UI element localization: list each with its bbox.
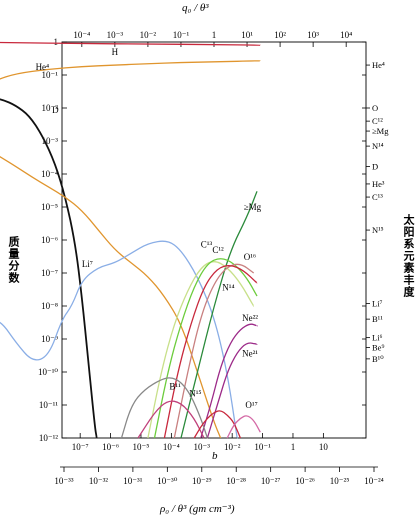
series-label: Li⁷ [82, 259, 93, 269]
series-line [0, 156, 222, 439]
y-tick-label: 10⁻⁶ [41, 235, 58, 245]
series-label: B¹¹ [169, 381, 181, 391]
bottom-tick-label-upper: 10⁻⁵ [133, 442, 150, 452]
series-label: C¹² [212, 245, 224, 255]
series-line [173, 263, 255, 439]
abundance-label: C¹² [372, 116, 383, 126]
series-label: ≥Mg [244, 202, 262, 212]
series-line [180, 191, 258, 439]
series-line [0, 41, 261, 46]
top-tick-label: 10⁻² [140, 30, 157, 40]
bottom-tick-label-upper: 10⁻⁶ [102, 442, 119, 452]
y-tick-label: 1 [54, 37, 59, 47]
y-tick-label: 10⁻⁷ [41, 268, 58, 278]
rho-tick-label: 10⁻²⁵ [330, 476, 350, 486]
series-label: Ne²² [242, 313, 258, 323]
abundance-label: He⁴ [372, 60, 385, 70]
series-label: C¹³ [201, 239, 213, 249]
rho-tick-label: 10⁻³³ [54, 476, 73, 486]
abundance-label: O [372, 103, 378, 113]
bottom-tick-label-upper: 10⁻⁷ [72, 442, 89, 452]
top-tick-label: 10¹ [241, 30, 253, 40]
abundance-label: B¹⁰ [372, 354, 384, 364]
abundance-label: D [372, 161, 378, 171]
series-label: H [112, 47, 119, 57]
x-axis-label-top: q₀ / θ³ [182, 2, 209, 14]
rho-tick-label: 10⁻³¹ [123, 476, 142, 486]
top-tick-label: 10⁻⁴ [73, 30, 90, 40]
rho-tick-label: 10⁻²⁹ [192, 476, 212, 486]
abundance-label: B¹¹ [372, 314, 383, 324]
y-axis-label-right: 太阳系元素丰度 [402, 214, 415, 298]
series-line [226, 415, 261, 439]
rho-tick-label: 10⁻²⁷ [261, 476, 281, 486]
series-line [0, 240, 238, 439]
top-tick-label: 1 [212, 30, 217, 40]
abundance-label: N¹⁵ [372, 225, 384, 235]
bottom-tick-label-upper: 10 [319, 442, 329, 452]
abundance-label: ≥Mg [372, 126, 389, 136]
series-line [193, 410, 242, 439]
y-tick-label: 10⁻¹² [39, 433, 58, 443]
y-tick-label: 10⁻⁸ [41, 301, 58, 311]
rho-tick-label: 10⁻²⁴ [364, 476, 384, 486]
series-label: D [52, 105, 59, 115]
bottom-tick-label-upper: 10⁻⁴ [163, 442, 180, 452]
series-line [137, 400, 205, 439]
series-line [206, 342, 258, 439]
y-tick-label: 10⁻² [42, 103, 59, 113]
x-axis-label-bottom: ρ₀ / θ³ (gm cm⁻³) [160, 503, 235, 515]
plot-frame [61, 41, 367, 439]
abundance-label: C¹³ [372, 192, 383, 202]
series-line [163, 265, 258, 439]
bottom-tick-label-upper: 10⁻³ [194, 442, 211, 452]
series-label: Ne²¹ [242, 348, 258, 358]
top-tick-label: 10⁴ [340, 30, 352, 40]
series-line [0, 98, 98, 439]
abundance-label: N¹⁴ [372, 141, 384, 151]
series-line [147, 261, 255, 439]
series-label: N¹⁴ [222, 282, 234, 292]
y-tick-label: 10⁻⁴ [41, 169, 58, 179]
series-label: O¹⁶ [244, 252, 256, 262]
rho-tick-label: 10⁻²⁶ [295, 476, 315, 486]
rho-tick-label: 10⁻³⁰ [157, 476, 177, 486]
bottom-tick-label-upper: 1 [291, 442, 296, 452]
y-tick-label: 10⁻⁵ [41, 202, 58, 212]
series-line [153, 258, 258, 439]
b-label: b [212, 450, 218, 462]
y-tick-label: 10⁻¹ [42, 70, 59, 80]
abundance-label: Be⁹ [372, 343, 384, 353]
y-tick-label: 10⁻⁹ [41, 334, 58, 344]
y-axis-label-left: 质量分数 [7, 236, 20, 284]
bottom-tick-label-upper: 10⁻² [224, 442, 241, 452]
rho-tick-label: 10⁻²⁸ [226, 476, 246, 486]
series-label: O¹⁷ [245, 400, 257, 410]
top-tick-label: 10³ [307, 30, 319, 40]
series-line [120, 377, 209, 439]
y-tick-label: 10⁻¹¹ [39, 400, 58, 410]
axis-ticks: 10⁻⁴ 10⁻³ 10⁻² 10⁻¹ 1 10¹ 10² 10³ 10⁴ 10⁻⁷ 10⁻⁶ 10⁻… [38, 30, 389, 486]
abundance-label: Li⁶ [372, 333, 383, 343]
series-labels: HHe⁴DHe³Li⁷≥MgC¹³C¹²O¹⁶N¹⁴Ne²²Ne²¹B¹¹N¹⁵… [36, 47, 262, 410]
abundance-label: Li⁷ [372, 298, 383, 308]
top-tick-label: 10² [274, 30, 286, 40]
series-label: N¹⁵ [189, 389, 201, 399]
series-label: He⁴ [36, 62, 50, 72]
series-line [0, 60, 261, 80]
top-tick-label: 10⁻³ [107, 30, 124, 40]
abundance-label: He³ [372, 179, 385, 189]
bottom-tick-label-upper: 10⁻¹ [254, 442, 271, 452]
y-tick-label: 10⁻¹⁰ [38, 367, 58, 377]
top-tick-label: 10⁻¹ [173, 30, 190, 40]
series-layer [0, 41, 261, 439]
rho-tick-label: 10⁻³² [89, 476, 108, 486]
y-tick-label: 10⁻³ [42, 136, 59, 146]
